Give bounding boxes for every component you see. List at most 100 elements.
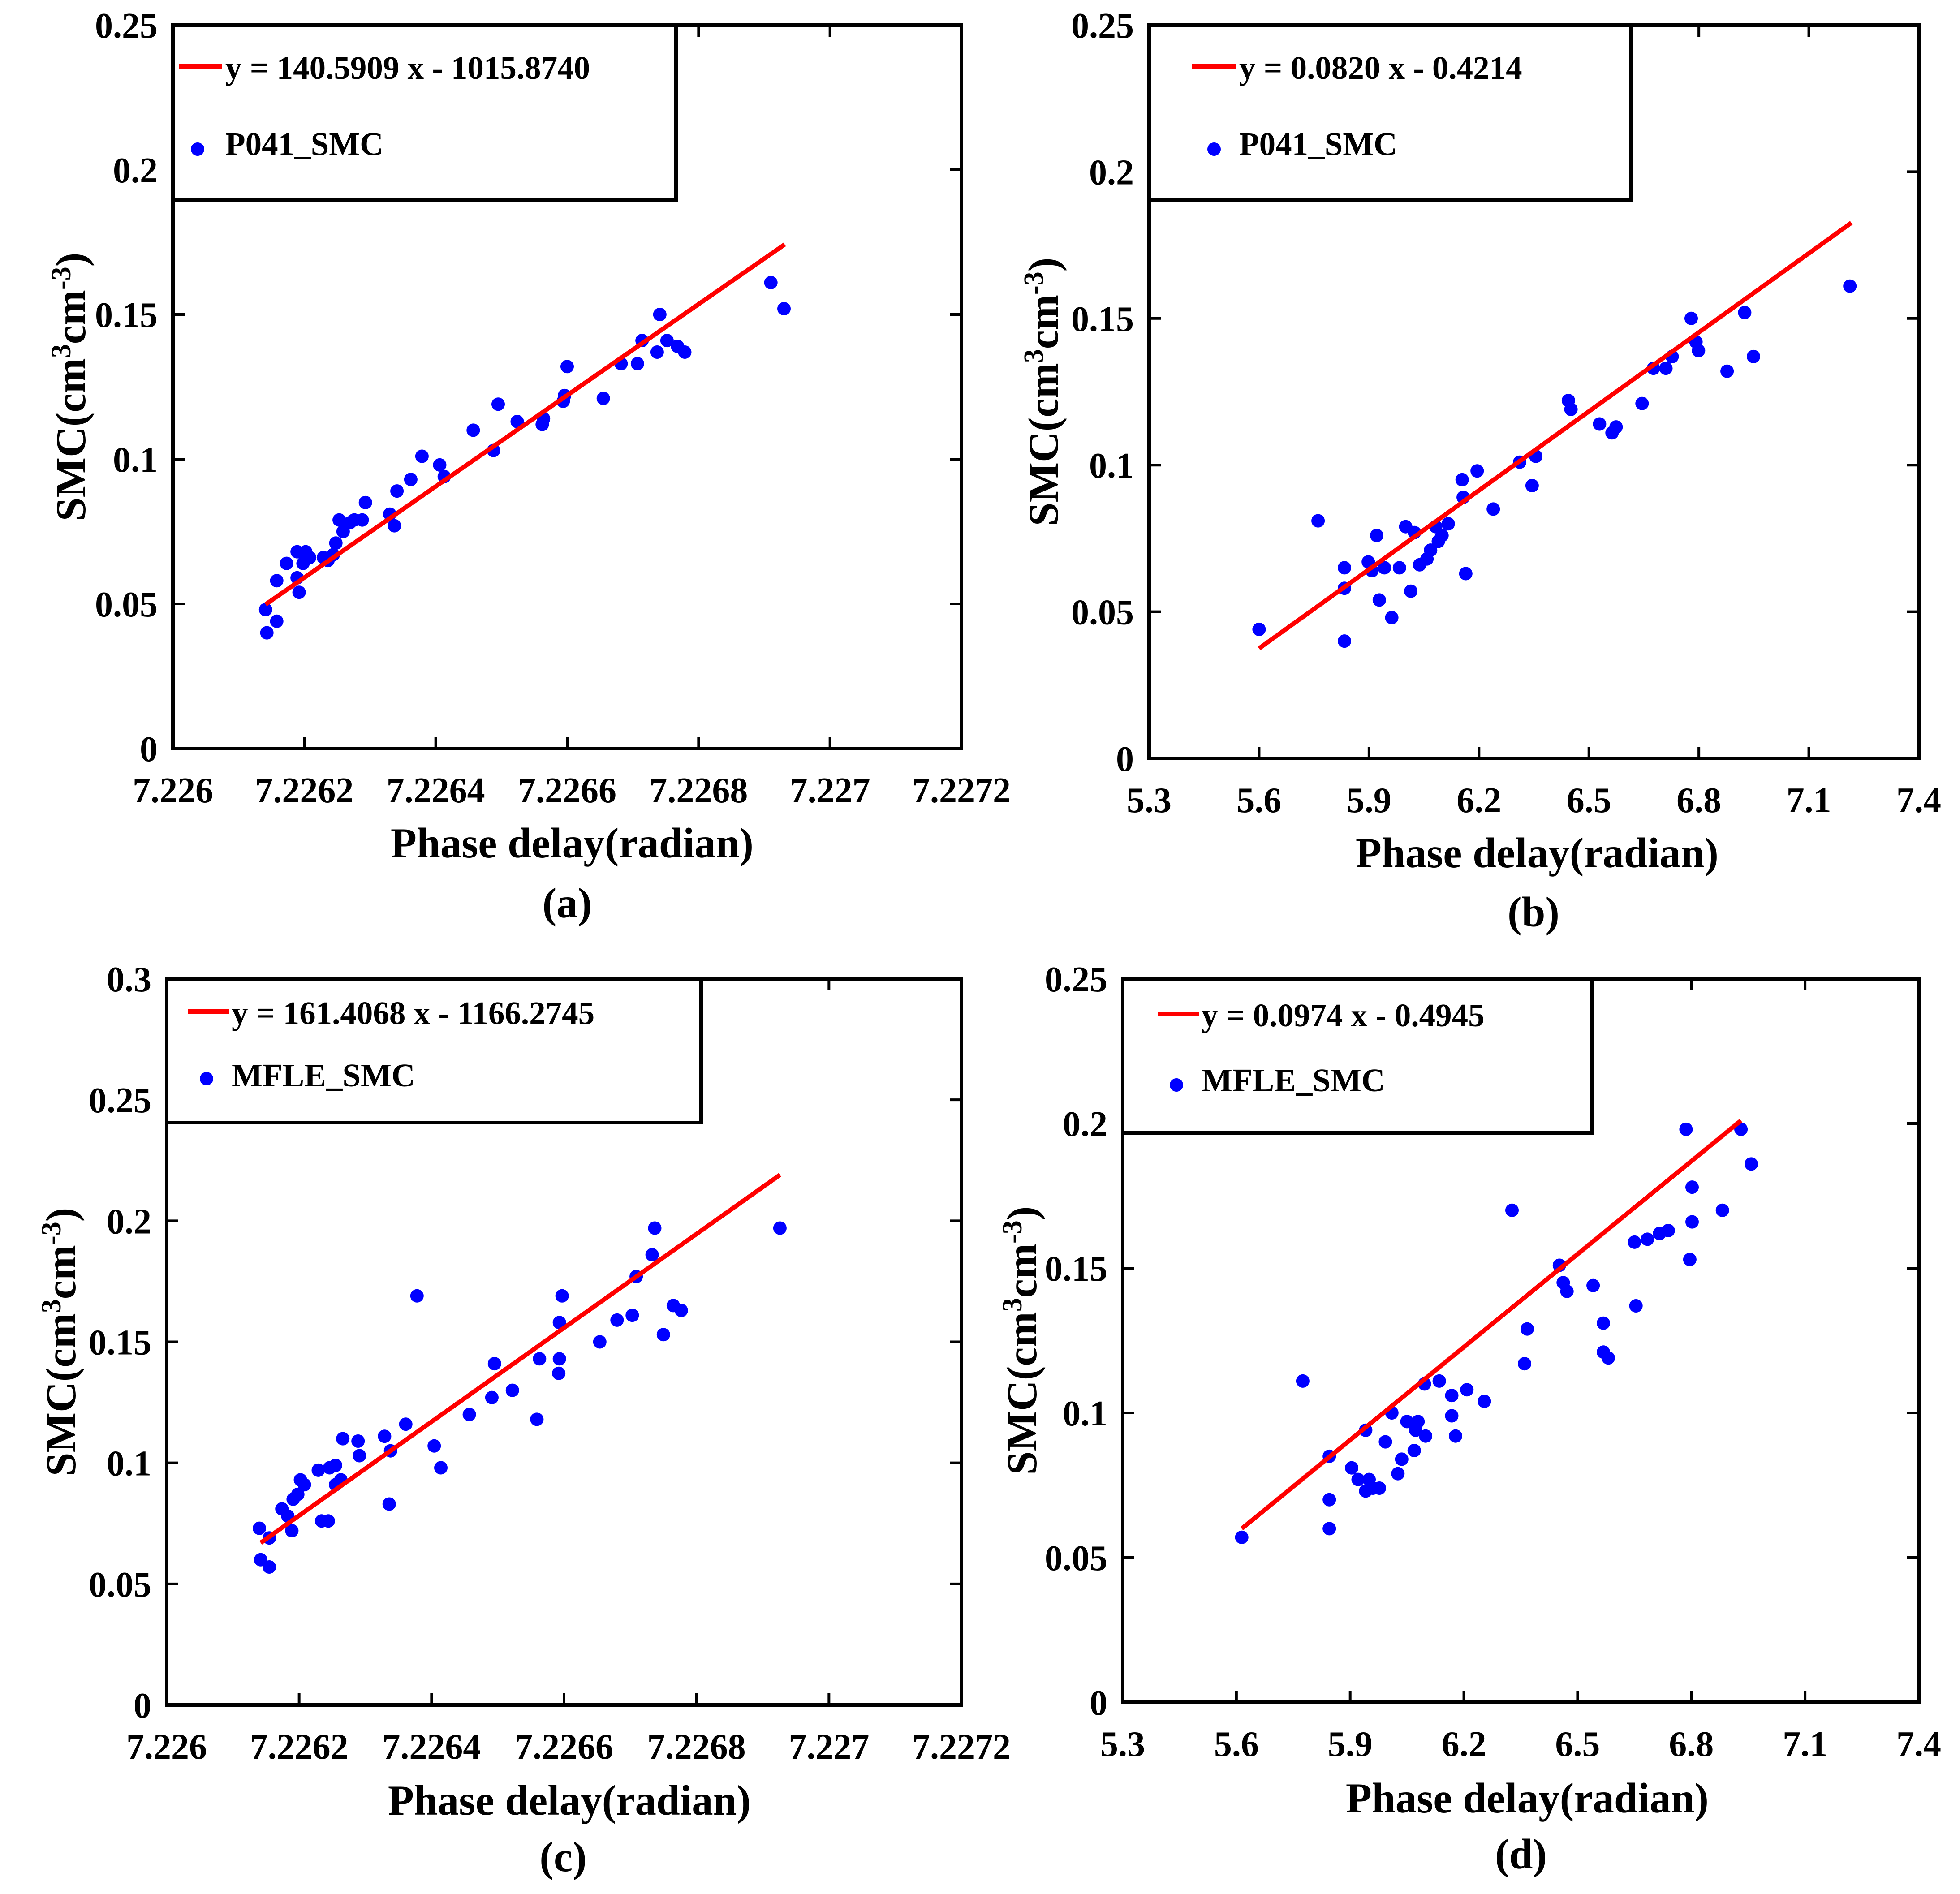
x-tick-label: 7.2268 xyxy=(647,1727,746,1767)
data-point xyxy=(1407,1444,1421,1457)
data-point xyxy=(1720,364,1734,378)
data-point xyxy=(1391,1467,1405,1481)
y-axis-title-close: ) xyxy=(998,1206,1046,1221)
legend: y = 0.0820 x - 0.4214 P041_SMC xyxy=(1147,23,1633,202)
y-axis-title-superscript: 3 xyxy=(46,344,77,358)
data-point xyxy=(1747,349,1760,363)
y-tick-label: 0 xyxy=(134,1686,151,1726)
x-axis-title: Phase delay(radian) xyxy=(391,819,754,867)
data-point xyxy=(660,334,674,348)
data-point xyxy=(321,1514,335,1528)
y-tick-label: 0 xyxy=(1116,740,1134,779)
data-point xyxy=(260,626,274,640)
x-tick-label: 5.3 xyxy=(1127,781,1172,820)
y-axis-title-superscript: -3 xyxy=(46,267,77,290)
y-axis-title-close: ) xyxy=(47,253,95,267)
data-point xyxy=(1486,502,1500,516)
legend-series-name: MFLE_SMC xyxy=(232,1057,415,1093)
y-tick-label: 0.05 xyxy=(89,1565,151,1605)
data-point xyxy=(1597,1316,1610,1330)
fit-line xyxy=(1240,1119,1743,1531)
data-point xyxy=(1478,1395,1491,1408)
panel-caption: (c) xyxy=(539,1833,586,1881)
y-tick-label: 0.1 xyxy=(113,440,158,480)
data-point xyxy=(1322,1522,1336,1536)
y-axis-title: SMC(cm3cm-3) xyxy=(997,1206,1046,1475)
data-point xyxy=(270,614,284,628)
panel-caption: (a) xyxy=(543,879,592,927)
x-axis-title: Phase delay(radian) xyxy=(1346,1774,1709,1822)
data-point xyxy=(560,360,574,374)
data-point xyxy=(656,1328,670,1342)
y-tick-label: 0.1 xyxy=(107,1444,151,1484)
x-tick-label: 7.2272 xyxy=(912,1727,1011,1767)
data-point xyxy=(530,1412,544,1426)
y-axis-title-close: ) xyxy=(1020,258,1067,272)
y-axis-title-superscript: 3 xyxy=(1019,349,1049,363)
data-point xyxy=(555,1289,569,1303)
data-point xyxy=(610,1313,624,1327)
data-point xyxy=(415,449,429,463)
data-point xyxy=(1470,464,1484,478)
data-point xyxy=(648,1221,662,1235)
legend: y = 161.4068 x - 1166.2745 MFLE_SMC xyxy=(165,977,703,1124)
x-tick-label: 7.2264 xyxy=(387,771,485,810)
x-tick-label: 5.9 xyxy=(1328,1725,1373,1764)
data-point xyxy=(1520,1322,1534,1336)
data-point xyxy=(329,536,343,550)
y-tick-label: 0.05 xyxy=(1045,1539,1107,1578)
data-point xyxy=(1745,1157,1758,1171)
x-tick-label: 7.226 xyxy=(133,771,213,810)
y-tick-label: 0 xyxy=(1090,1683,1107,1723)
data-point xyxy=(303,551,317,564)
legend-point-swatch xyxy=(191,142,204,156)
x-tick-label: 7.4 xyxy=(1896,1725,1941,1764)
data-point xyxy=(674,1304,688,1317)
data-point xyxy=(1505,1203,1519,1217)
y-tick-label: 0 xyxy=(140,730,158,769)
data-point xyxy=(1560,1284,1574,1298)
data-point xyxy=(466,423,480,437)
data-point xyxy=(1252,622,1266,636)
y-tick-label: 0.25 xyxy=(1045,960,1107,999)
data-point xyxy=(427,1439,441,1453)
y-axis-title-unit: cm xyxy=(37,1245,85,1299)
data-point xyxy=(270,574,284,588)
data-point xyxy=(1296,1374,1310,1388)
x-tick-label: 5.6 xyxy=(1214,1725,1259,1764)
x-tick-label: 5.3 xyxy=(1100,1725,1145,1764)
data-point xyxy=(1635,396,1649,410)
data-point xyxy=(1411,1415,1425,1429)
data-point xyxy=(552,1352,566,1366)
data-point xyxy=(533,1352,547,1366)
data-point xyxy=(552,1316,566,1330)
data-point xyxy=(297,1478,311,1492)
data-point xyxy=(1372,1481,1386,1495)
y-axis-title-superscript: -3 xyxy=(997,1220,1028,1244)
y-tick-label: 0.2 xyxy=(1063,1105,1107,1144)
x-tick-label: 7.2272 xyxy=(912,771,1011,810)
y-tick-label: 0.05 xyxy=(1071,593,1134,633)
legend-fit-equation: y = 140.5909 x - 1015.8740 xyxy=(225,50,590,86)
x-tick-label: 7.227 xyxy=(790,771,870,810)
data-point xyxy=(487,1357,501,1371)
data-point xyxy=(280,556,293,570)
data-point xyxy=(1441,517,1455,531)
data-point xyxy=(258,603,272,616)
y-axis-title-unit: cm xyxy=(1020,295,1067,349)
x-tick-label: 6.5 xyxy=(1567,781,1611,820)
legend-point-swatch xyxy=(1207,142,1221,156)
x-axis-title: Phase delay(radian) xyxy=(1356,829,1719,877)
data-point xyxy=(1372,593,1386,607)
x-tick-label: 7.2266 xyxy=(515,1727,613,1767)
scatter-series xyxy=(1252,279,1857,648)
x-tick-label: 6.5 xyxy=(1555,1725,1600,1764)
data-point xyxy=(1692,344,1706,357)
y-axis-title-base: SMC(cm xyxy=(37,1313,85,1476)
data-point xyxy=(650,345,664,359)
data-point xyxy=(1235,1530,1249,1544)
data-point xyxy=(351,1434,365,1448)
data-point xyxy=(777,302,791,316)
data-point xyxy=(1683,1253,1697,1266)
